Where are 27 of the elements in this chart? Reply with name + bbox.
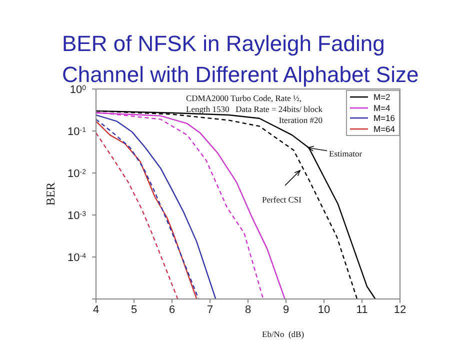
x-tick-label: 7: [206, 304, 214, 316]
y-tick-label: 10$^{0}$: [70, 84, 86, 96]
line-series: [96, 132, 178, 299]
annotation: Iteration #20: [278, 115, 323, 126]
x-tick-label: 9: [282, 304, 290, 316]
y-tick-label: 10$^{-2}$: [68, 168, 86, 180]
annotation: Length 1530 Data Rate = 24bits/ block: [186, 104, 323, 115]
legend-label: M=2: [374, 92, 390, 102]
x-tick-label: 5: [130, 304, 138, 316]
y-axis-title: BER: [43, 182, 58, 206]
legend-label: M=64: [374, 124, 395, 134]
x-tick-label: 6: [168, 304, 176, 316]
x-tick-label: 12: [394, 304, 406, 316]
y-tick-label: 10$^{-3}$: [68, 210, 86, 222]
x-tick-label: 4: [92, 304, 100, 316]
x-axis-title: Eb/No (dB): [262, 329, 304, 339]
line-series: [96, 114, 216, 299]
legend-label: M=16: [374, 113, 395, 124]
y-tick-label: 10$^{-1}$: [68, 126, 86, 138]
x-tick-label: 8: [244, 304, 252, 316]
legend-label: M=4: [374, 102, 390, 113]
annotation: Perfect CSI: [262, 194, 302, 204]
y-tick-label: 10$^{-4}$: [68, 252, 86, 264]
annotation: Estimator: [329, 148, 362, 159]
x-tick-label: 11: [356, 304, 368, 316]
x-tick-label: 10: [318, 304, 330, 316]
annotation: CDMA2000 Turbo Code, Rate ½,: [186, 93, 302, 104]
